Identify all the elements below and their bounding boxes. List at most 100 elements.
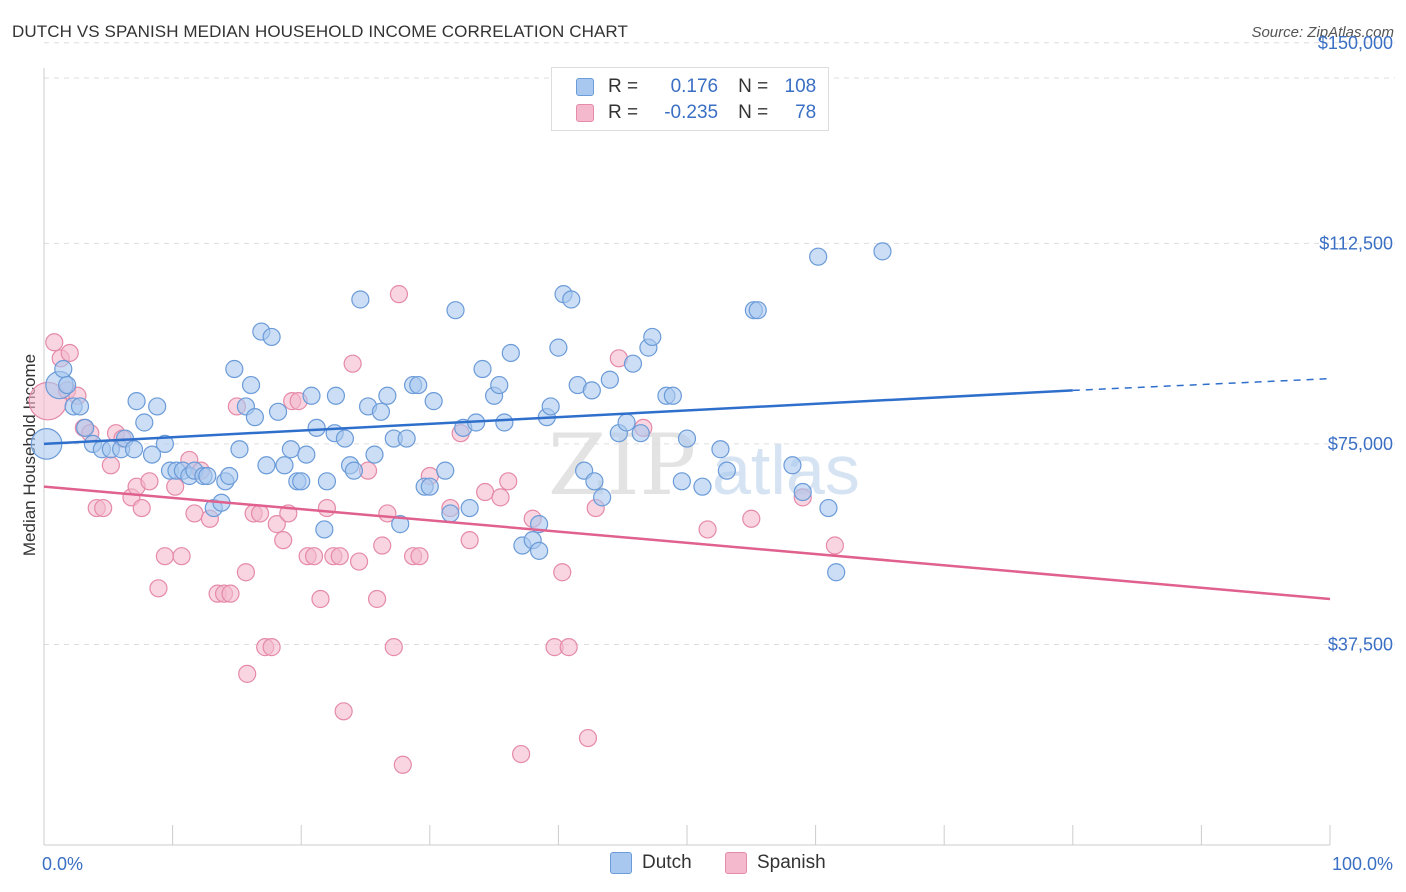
dutch-point [326,386,346,405]
spanish-point [149,579,168,598]
dutch-point [693,477,712,496]
correlation-legend: R = 0.176 N = 108 R = -0.235 N = 78 [551,67,829,131]
series-legend: Dutch Spanish [0,852,1406,878]
spanish-point [559,638,578,657]
dutch-point [600,370,619,389]
spanish-point [373,536,392,555]
spanish-n-value: 78 [795,102,817,123]
dutch-point [127,392,146,411]
dutch-point [582,381,601,400]
dutch-point [549,338,568,357]
dutch-point [441,504,460,523]
dutch-point [225,359,244,379]
spanish-swatch [576,104,594,122]
dutch-point [58,375,77,395]
dutch-point [335,429,355,448]
dutch-point [409,375,428,395]
spanish-point [512,744,531,764]
dutch-point [501,343,520,363]
x-tick-label: 0.0% [42,854,83,874]
spanish-point [742,509,761,528]
dutch-series [30,242,892,582]
x-tick-labels: 0.0% 100.0% [42,854,1393,874]
y-tick-label: $150,000 [1318,33,1393,53]
dutch-point [643,327,662,347]
dutch-trend-line [43,389,1073,446]
dutch-point [275,456,294,475]
spanish-point [185,504,204,523]
spanish-legend-label: Spanish [757,852,826,873]
dutch-point [230,440,249,459]
spanish-point [155,547,174,566]
dutch-point [148,397,167,416]
spanish-point [349,552,369,571]
dutch-point [495,413,514,432]
spanish-point [393,755,412,774]
spanish-point [317,498,337,518]
dutch-point [562,290,581,309]
dutch-point [593,488,612,507]
dutch-point [748,301,767,320]
dutch-point [365,445,384,464]
spanish-point [330,547,349,566]
dutch-point [473,359,492,379]
spanish-point [460,531,479,550]
dutch-point [315,520,334,539]
trend-lines [43,377,1331,601]
dutch-point [873,242,892,261]
dutch-point [220,466,239,486]
dutch-point [351,290,370,309]
spanish-point [698,520,717,539]
dutch-point [623,354,643,373]
dutch-point [124,440,144,459]
dutch-point [281,440,301,459]
spanish-legend-swatch [725,852,747,874]
spanish-point [389,285,409,304]
spanish-point [410,547,429,566]
y-tick-label: $75,000 [1328,434,1393,454]
dutch-point [297,445,316,464]
spanish-point [825,536,844,555]
dutch-point [617,413,636,432]
spanish-point [166,477,185,496]
dutch-n-label: N = [738,76,769,97]
dutch-point [783,456,802,475]
dutch-point [135,413,154,432]
spanish-point [491,488,510,507]
dutch-point [819,498,838,518]
spanish-trend-line [43,485,1331,601]
dutch-point [585,472,604,491]
dutch-point [541,397,560,416]
legend-item-dutch: Dutch [610,852,692,874]
spanish-point [236,563,256,582]
chart-title: DUTCH VS SPANISH MEDIAN HOUSEHOLD INCOME… [12,22,628,41]
dutch-point [155,434,174,453]
dutch-r-label: R = [608,76,639,97]
spanish-point [384,638,403,657]
dutch-point [631,424,650,443]
dutch-point [317,472,337,491]
spanish-point [140,472,159,491]
dutch-n-value: 108 [784,76,817,97]
spanish-point [343,354,362,373]
spanish-point [311,589,330,609]
dutch-trend-extension [1072,377,1331,392]
legend-row-spanish: R = -0.235 N = 78 [576,101,816,125]
dutch-point [672,472,691,491]
dutch-point [460,498,479,518]
dutch-point [677,429,697,448]
gridlines [44,42,1395,645]
legend-item-spanish: Spanish [725,852,826,874]
y-tick-label: $37,500 [1328,634,1393,654]
dutch-point [711,440,730,459]
dutch-swatch [576,78,594,96]
dutch-point [262,327,281,347]
dutch-point [142,445,162,464]
spanish-point [60,343,79,363]
dutch-point [241,375,261,395]
dutch-legend-label: Dutch [642,852,692,873]
dutch-point [54,359,73,379]
dutch-point [793,482,812,502]
spanish-point [45,333,64,352]
spanish-point [499,472,518,491]
